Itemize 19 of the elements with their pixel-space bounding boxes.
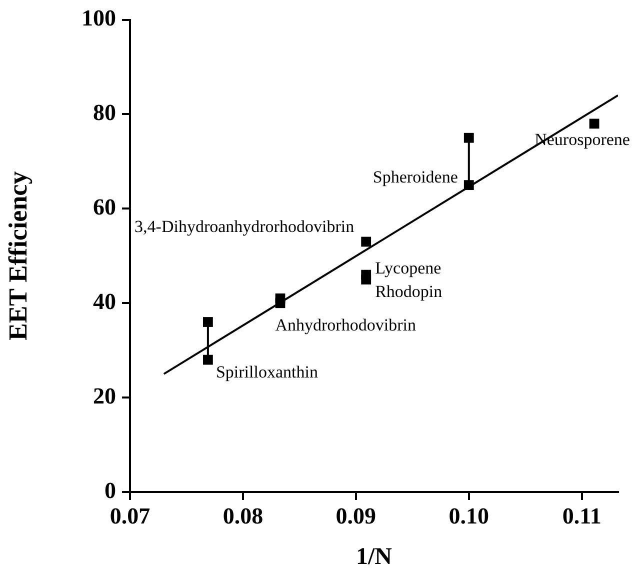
y-tick-label: 0 [104, 478, 116, 503]
x-tick-label: 0.10 [448, 504, 490, 529]
x-tick-label: 0.08 [222, 504, 264, 529]
y-tick-label: 100 [82, 6, 116, 31]
y-axis-title: EET Efficiency [3, 171, 32, 341]
annotation: Rhodopin [375, 282, 443, 301]
y-tick-label: 60 [93, 194, 116, 220]
x-tick-label: 0.11 [562, 504, 602, 529]
y-tick-label: 40 [93, 289, 116, 314]
x-tick-label: 0.07 [110, 504, 150, 529]
x-tick-label: 0.09 [336, 504, 376, 529]
x-axis-title: 1/N [356, 544, 393, 570]
y-tick-label: 20 [93, 383, 116, 408]
annotation: Spheroidene [372, 168, 458, 187]
annotation: 3,4-Dihydroanhydrorhodovibrin [134, 217, 355, 236]
annotation: Lycopene [375, 258, 442, 278]
y-tick-label: 80 [93, 100, 116, 126]
annotation: Anhydrorhodovibrin [275, 316, 416, 335]
annotation: Spirilloxanthin [216, 362, 318, 382]
